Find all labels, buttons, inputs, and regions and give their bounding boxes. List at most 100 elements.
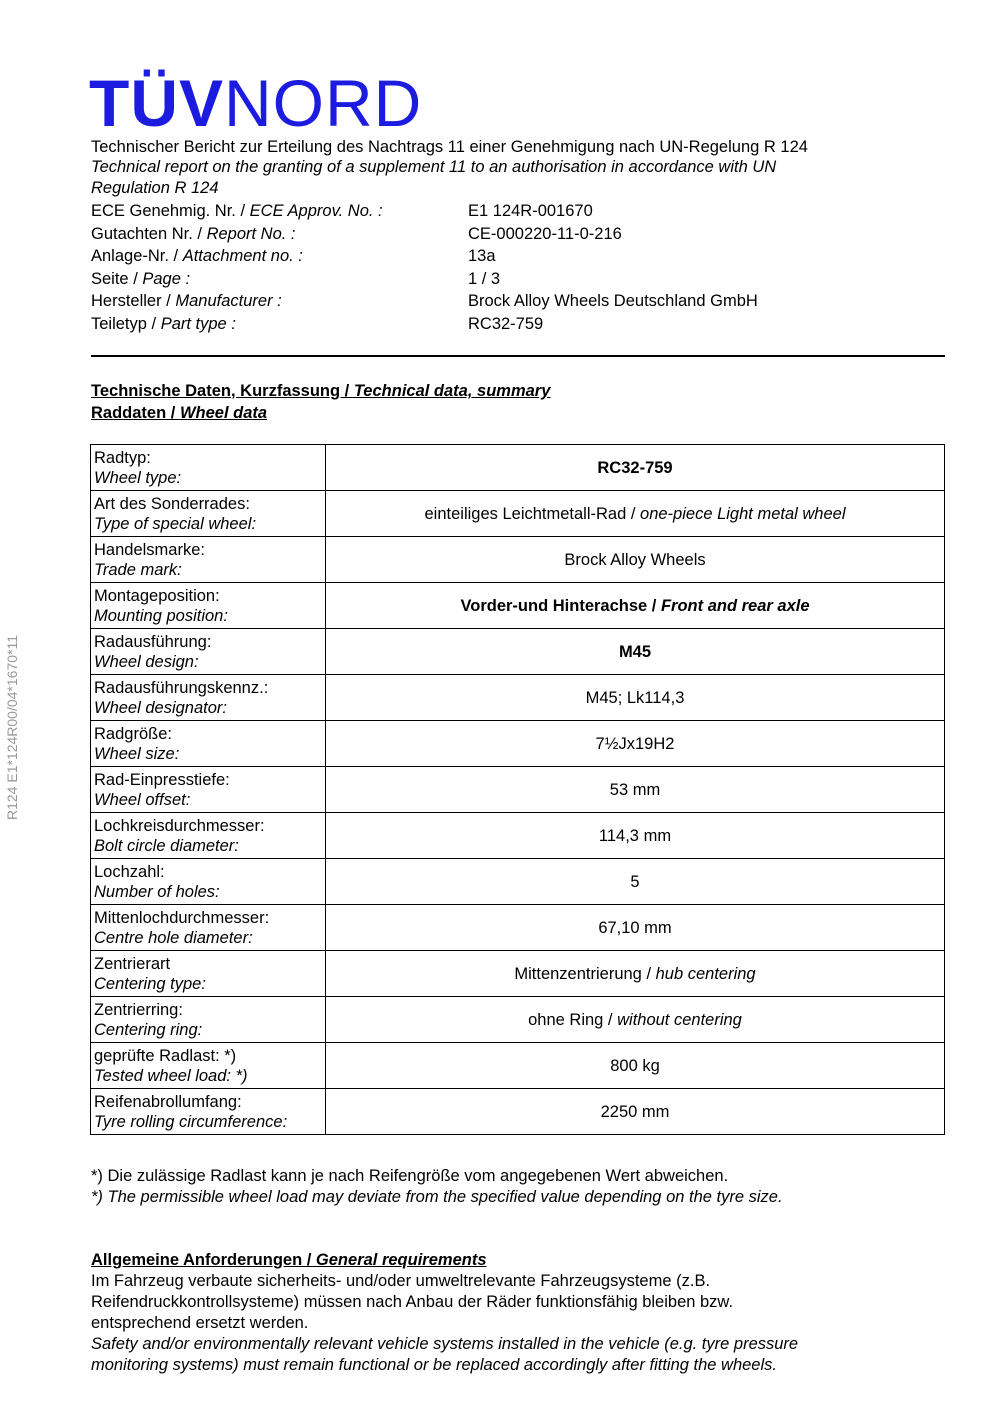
row-value: M45 [325, 628, 945, 675]
label-de: Lochkreisdurchmesser: [94, 816, 265, 835]
row-label: Art des Sonderrades: Type of special whee… [90, 490, 326, 537]
table-row: Zentrierring: Centering ring: ohne Ring /… [90, 996, 945, 1043]
label-en: Wheel offset: [94, 790, 191, 809]
label-en: Wheel design: [94, 652, 199, 671]
row-label: Montageposition: Mounting position: [90, 582, 326, 629]
label-de: Art des Sonderrades: [94, 494, 250, 513]
label-de: Hersteller / [91, 292, 176, 310]
heading-en: General requirements [315, 1251, 487, 1269]
table-row: Lochzahl: Number of holes: 5 [90, 858, 945, 905]
meta-label: Teiletyp / Part type : [91, 314, 236, 334]
value-de: ohne Ring / [528, 1010, 618, 1029]
row-value: ohne Ring / without centering [325, 996, 945, 1043]
row-label: Lochkreisdurchmesser: Bolt circle diamete… [90, 812, 326, 859]
label-de: geprüfte Radlast: *) [94, 1046, 237, 1065]
table-row: Lochkreisdurchmesser: Bolt circle diamete… [90, 812, 945, 859]
meta-value: 1 / 3 [468, 269, 501, 288]
value-de: 7½Jx19H2 [595, 734, 675, 753]
label-de: Zentrierring: [94, 1000, 183, 1019]
side-reference: R124 E1*124R00/04*1670*11 [4, 634, 20, 820]
section-technical-data: Technische Daten, Kurzfassung / Technica… [91, 381, 550, 401]
row-value: Brock Alloy Wheels [325, 536, 945, 583]
value-en: one-piece Light metal wheel [640, 504, 846, 523]
value-en: hub centering [655, 964, 756, 983]
label-de: Rad-Einpresstiefe: [94, 770, 230, 789]
label-en: Report No. : [206, 224, 296, 243]
label-en: Part type : [160, 314, 236, 333]
table-row: Radausführung: Wheel design: M45 [90, 628, 945, 675]
value-de: 53 mm [609, 780, 661, 799]
row-value: einteiliges Leichtmetall-Rad / one-piece… [325, 490, 945, 537]
meta-value: E1 124R-001670 [468, 202, 593, 220]
row-label: Zentrierart Centering type: [90, 950, 326, 997]
label-en: Wheel designator: [94, 698, 227, 717]
value-de: 114,3 mm [598, 826, 672, 845]
label-de: Anlage-Nr. / [91, 247, 183, 265]
row-value: RC32-759 [325, 444, 945, 491]
row-label: Radgröße: Wheel size: [90, 720, 326, 767]
req-de-3: entsprechend ersetzt werden. [91, 1314, 309, 1332]
row-label: Radtyp: Wheel type: [90, 444, 326, 491]
heading-de: Technische Daten, Kurzfassung / [91, 382, 354, 400]
value-de: Brock Alloy Wheels [564, 550, 706, 569]
label-en: Trade mark: [94, 560, 182, 579]
row-value: M45; Lk114,3 [325, 674, 945, 721]
label-en: Wheel size: [94, 744, 180, 763]
label-de: Seite / [91, 269, 143, 288]
req-de-1: Im Fahrzeug verbaute sicherheits- und/od… [91, 1272, 711, 1290]
title-de: Technischer Bericht zur Erteilung des Na… [91, 138, 808, 156]
row-value: 114,3 mm [325, 812, 945, 859]
value-de: Mittenzentrierung / [514, 964, 656, 983]
row-value: Vorder-und Hinterachse / Front and rear … [325, 582, 945, 629]
row-label: Reifenabrollumfang: Tyre rolling circumfe… [90, 1088, 326, 1135]
value-de: 2250 mm [600, 1102, 670, 1121]
row-value: 7½Jx19H2 [325, 720, 945, 767]
meta-label: ECE Genehmig. Nr. / ECE Approv. No. : [91, 201, 383, 221]
table-row: Radgröße: Wheel size: 7½Jx19H2 [90, 720, 945, 767]
heading-de: Allgemeine Anforderungen / [91, 1251, 316, 1269]
label-de: Zentrierart [94, 954, 171, 973]
row-value: Mittenzentrierung / hub centering [325, 950, 945, 997]
meta-value: RC32-759 [468, 314, 544, 333]
label-en: Centre hole diameter: [94, 928, 253, 947]
req-en-2: monitoring systems) must remain function… [91, 1356, 777, 1374]
value-de: Vorder-und Hinterachse / [460, 596, 661, 615]
label-en: Number of holes: [94, 882, 220, 901]
row-label: Radausführungskennz.: Wheel designator: [90, 674, 326, 721]
label-de: Lochzahl: [94, 862, 165, 881]
section-wheel-data: Raddaten / Wheel data [91, 403, 267, 423]
value-de: einteiliges Leichtmetall-Rad / [424, 504, 641, 523]
value-de: 5 [630, 872, 640, 891]
logo-light: NORD [224, 66, 423, 140]
meta-value: 13a [468, 247, 496, 265]
label-de: Gutachten Nr. / [91, 224, 207, 243]
label-de: Montageposition: [94, 586, 220, 605]
label-en: Page : [142, 269, 191, 288]
label-en: Wheel type: [94, 468, 182, 487]
tuv-nord-logo: TÜVNORD [89, 70, 422, 136]
label-en: Mounting position: [94, 606, 228, 625]
label-de: Mittenlochdurchmesser: [94, 908, 270, 927]
label-de: Radgröße: [94, 724, 172, 743]
label-en: Tyre rolling circumference: [94, 1112, 288, 1131]
label-de: Radtyp: [94, 448, 151, 467]
value-de: 67,10 mm [598, 918, 672, 937]
row-value: 53 mm [325, 766, 945, 813]
value-en: Front and rear axle [660, 596, 810, 615]
label-de: Handelsmarke: [94, 540, 205, 559]
row-label: Handelsmarke: Trade mark: [90, 536, 326, 583]
heading-de: Raddaten / [91, 404, 180, 422]
row-value: 5 [325, 858, 945, 905]
req-de-2: Reifendruckkontrollsysteme) müssen nach … [91, 1293, 734, 1311]
heading-en: Wheel data [179, 404, 268, 422]
table-row: Rad-Einpresstiefe: Wheel offset: 53 mm [90, 766, 945, 813]
note-en: *) The permissible wheel load may deviat… [91, 1188, 783, 1206]
value-de: M45; Lk114,3 [585, 688, 685, 707]
value-de: 800 kg [610, 1056, 660, 1075]
label-en: Bolt circle diameter: [94, 836, 239, 855]
label-en: Type of special wheel: [94, 514, 257, 533]
row-label: Lochzahl: Number of holes: [90, 858, 326, 905]
meta-label: Seite / Page : [91, 269, 190, 289]
table-row: Radausführungskennz.: Wheel designator: M… [90, 674, 945, 721]
table-row: Art des Sonderrades: Type of special whee… [90, 490, 945, 537]
